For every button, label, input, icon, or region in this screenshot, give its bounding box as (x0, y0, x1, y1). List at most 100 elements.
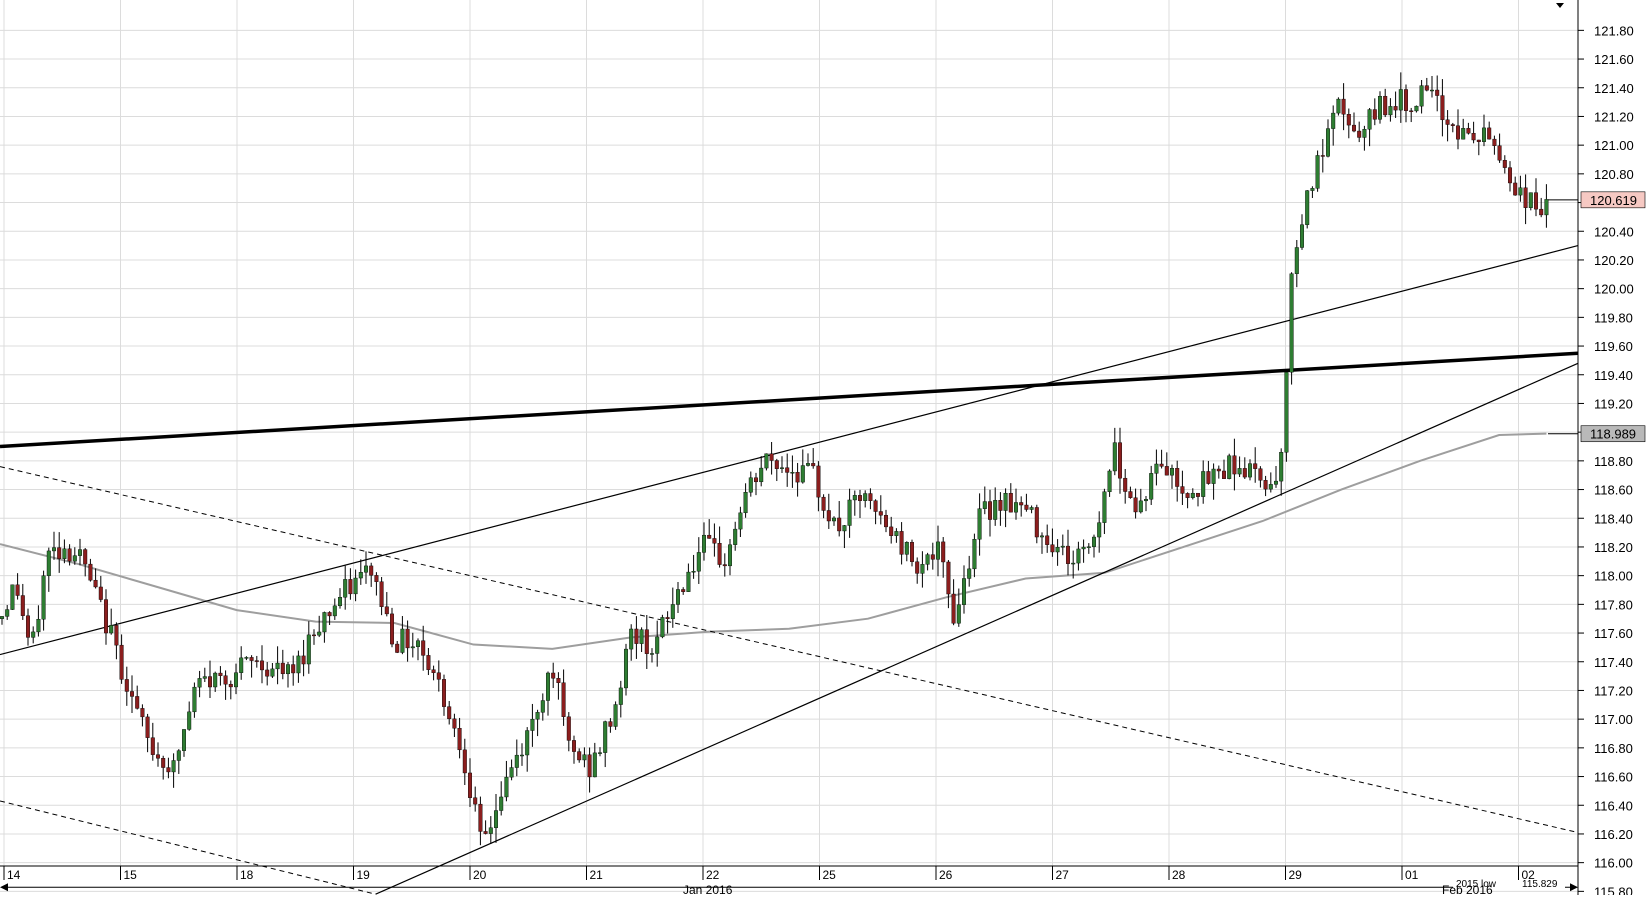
candle-up (410, 646, 415, 649)
candle-up (1414, 105, 1419, 112)
candle-up (202, 676, 207, 679)
y-tick-label: 116.40 (1594, 798, 1633, 813)
price-marker-box (1580, 425, 1646, 443)
candle-down (941, 541, 946, 563)
candle-up (1367, 109, 1372, 130)
candle-down (889, 526, 894, 536)
candle-down (858, 495, 863, 501)
candle-up (1331, 112, 1336, 129)
y-tick-label: 121.20 (1594, 109, 1634, 124)
candle-up (1138, 500, 1143, 513)
candle-up (504, 776, 509, 798)
candle-down (868, 493, 873, 501)
candle-up (488, 827, 493, 834)
thick-trendline (0, 351, 1579, 449)
candle-down (374, 575, 379, 582)
candle-up (358, 572, 363, 579)
candle-up (1086, 546, 1091, 548)
candle-down (769, 453, 774, 461)
y-tick-label: 121.40 (1594, 81, 1634, 96)
y-tick-label: 116.80 (1594, 741, 1633, 756)
price-marker-box (1580, 191, 1646, 209)
candle-up (181, 729, 186, 751)
candle-down (1008, 493, 1013, 513)
candle-up (780, 467, 785, 469)
candle-up (109, 625, 114, 634)
price-marker-label: 120.619 (1590, 193, 1637, 208)
candle-up (650, 653, 655, 655)
candle-up (759, 467, 764, 483)
candle-up (1112, 442, 1117, 472)
candle-up (520, 754, 525, 757)
candle-down (712, 538, 717, 544)
y-tick-label: 119.20 (1594, 396, 1633, 411)
candle-down (1216, 468, 1221, 472)
candle-up (1299, 224, 1304, 248)
x-tick-label: 18 (240, 868, 254, 882)
y-tick-label: 117.40 (1594, 655, 1633, 670)
candle-down (1403, 89, 1408, 111)
candle-up (1279, 452, 1284, 482)
candle-down (1539, 208, 1544, 216)
candle-up (1071, 562, 1076, 565)
candle-up (1081, 546, 1086, 550)
candle-down (150, 737, 155, 755)
candle-up (696, 552, 701, 572)
candle-down (1351, 124, 1356, 132)
candle-down (26, 615, 31, 638)
candle-down (1492, 138, 1497, 146)
candle-up (1014, 502, 1019, 513)
candle-up (1377, 95, 1382, 120)
candle-down (280, 662, 285, 675)
candle-up (514, 754, 519, 768)
candle-down (1523, 187, 1528, 208)
x-tick-label: 29 (1289, 868, 1303, 882)
candle-up (5, 609, 10, 617)
candle-down (103, 599, 108, 634)
candle-up (743, 492, 748, 514)
candle-down (634, 628, 639, 644)
candle-up (1227, 455, 1232, 479)
candle-down (405, 628, 410, 649)
x-tick-label: 14 (7, 868, 21, 882)
candle-down (1045, 535, 1050, 545)
candle-up (1055, 547, 1060, 553)
candle-up (1544, 199, 1549, 216)
y-tick-label: 117.20 (1594, 683, 1633, 698)
candle-up (1429, 89, 1434, 92)
candle-up (364, 565, 369, 573)
y-tick-label: 121.00 (1594, 138, 1634, 153)
candle-down (1180, 486, 1185, 494)
candle-up (624, 648, 629, 689)
candle-down (1487, 127, 1492, 140)
price-marker-label: 118.989 (1590, 427, 1636, 442)
candle-up (239, 657, 244, 673)
candle-up (213, 672, 218, 688)
candle-up (920, 564, 925, 574)
candle-down (1346, 114, 1351, 126)
candle-up (1003, 493, 1008, 511)
y-tick-label: 118.80 (1594, 454, 1633, 469)
candles-layer (0, 72, 1549, 846)
candle-down (228, 683, 233, 688)
candle-down (774, 460, 779, 469)
candle-up (1325, 128, 1330, 157)
candle-down (556, 678, 561, 683)
candle-down (452, 718, 457, 729)
candle-down (717, 543, 722, 565)
candle-up (494, 810, 499, 828)
candle-up (832, 517, 837, 522)
annotation-right-arrow-icon (1570, 883, 1578, 892)
candle-up (972, 539, 977, 570)
candle-down (312, 634, 317, 637)
candle-up (582, 754, 587, 761)
x-tick-label: 28 (1172, 868, 1186, 882)
candle-down (291, 664, 296, 674)
x-tick-label: 22 (706, 868, 720, 882)
candle-down (390, 613, 395, 645)
candle-down (384, 606, 389, 615)
candle-down (218, 672, 223, 676)
y-tick-label: 117.60 (1594, 626, 1633, 641)
candle-down (572, 740, 577, 752)
